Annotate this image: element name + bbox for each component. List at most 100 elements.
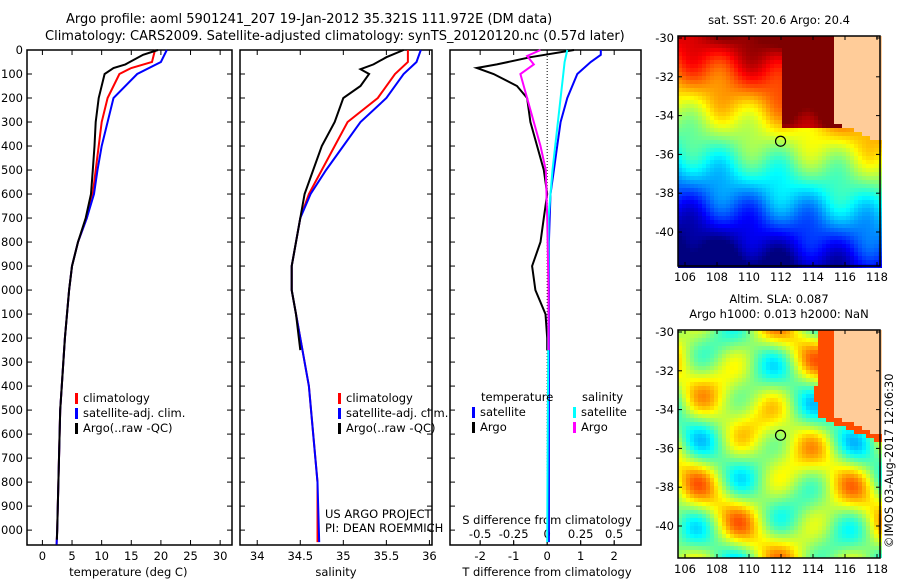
map-cell bbox=[802, 84, 806, 88]
map-cell bbox=[778, 248, 782, 252]
map-cell bbox=[770, 172, 774, 176]
map-cell bbox=[702, 240, 706, 244]
map-cell bbox=[854, 168, 858, 172]
map-cell bbox=[754, 80, 758, 84]
map-cell bbox=[678, 84, 682, 88]
map-cell bbox=[834, 446, 838, 450]
map-cell bbox=[766, 402, 770, 406]
map-cell bbox=[798, 56, 802, 60]
map-cell bbox=[726, 378, 730, 382]
map-cell bbox=[706, 390, 710, 394]
map-cell bbox=[774, 84, 778, 88]
map-cell bbox=[718, 350, 722, 354]
map-cell bbox=[686, 338, 690, 342]
map-cell bbox=[754, 48, 758, 52]
map-cell bbox=[782, 72, 786, 76]
map-cell bbox=[866, 92, 870, 96]
map-cell bbox=[862, 370, 866, 374]
map-cell bbox=[750, 132, 754, 136]
map-cell bbox=[686, 370, 690, 374]
map-cell bbox=[746, 40, 750, 44]
map-cell bbox=[774, 116, 778, 120]
map-cell bbox=[706, 248, 710, 252]
map-cell bbox=[762, 84, 766, 88]
map-cell bbox=[734, 168, 738, 172]
map-cell bbox=[754, 334, 758, 338]
map-cell bbox=[838, 152, 842, 156]
map-cell bbox=[686, 366, 690, 370]
map-cell bbox=[710, 208, 714, 212]
map-cell bbox=[782, 454, 786, 458]
map-cell bbox=[722, 386, 726, 390]
map-cell bbox=[734, 390, 738, 394]
map-cell bbox=[858, 220, 862, 224]
map-cell bbox=[770, 394, 774, 398]
map-cell bbox=[818, 370, 822, 374]
map-cell bbox=[822, 96, 826, 100]
map-cell bbox=[846, 116, 850, 120]
map-cell bbox=[814, 120, 818, 124]
map-cell bbox=[722, 244, 726, 248]
map-cell bbox=[806, 446, 810, 450]
map-cell bbox=[858, 350, 862, 354]
map-cell bbox=[742, 374, 746, 378]
map-cell bbox=[702, 220, 706, 224]
map-cell bbox=[870, 228, 874, 232]
map-cell bbox=[750, 36, 754, 40]
map-cell bbox=[794, 454, 798, 458]
map-cell bbox=[798, 128, 802, 132]
map-cell bbox=[714, 136, 718, 140]
map-cell bbox=[686, 418, 690, 422]
map-cell bbox=[770, 84, 774, 88]
map-cell bbox=[746, 100, 750, 104]
map-cell bbox=[750, 172, 754, 176]
map-cell bbox=[762, 228, 766, 232]
map-cell bbox=[822, 212, 826, 216]
map-cell bbox=[818, 406, 822, 410]
map-cell bbox=[762, 248, 766, 252]
map-cell bbox=[718, 64, 722, 68]
y-tick-label: -30 bbox=[655, 31, 674, 45]
map-cell bbox=[778, 350, 782, 354]
map-cell bbox=[802, 172, 806, 176]
map-cell bbox=[870, 148, 874, 152]
map-cell bbox=[798, 160, 802, 164]
map-cell bbox=[690, 176, 694, 180]
map-cell bbox=[786, 382, 790, 386]
map-cell bbox=[806, 442, 810, 446]
map-cell bbox=[750, 378, 754, 382]
map-cell bbox=[698, 402, 702, 406]
map-cell bbox=[866, 442, 870, 446]
map-cell bbox=[802, 458, 806, 462]
map-cell bbox=[722, 354, 726, 358]
map-cell bbox=[718, 164, 722, 168]
map-cell bbox=[682, 96, 686, 100]
map-cell bbox=[794, 180, 798, 184]
map-cell bbox=[798, 426, 802, 430]
map-cell bbox=[870, 188, 874, 192]
map-cell bbox=[774, 378, 778, 382]
map-cell bbox=[774, 338, 778, 342]
map-cell bbox=[682, 410, 686, 414]
map-cell bbox=[698, 446, 702, 450]
map-cell bbox=[714, 438, 718, 442]
map-cell bbox=[722, 252, 726, 256]
map-cell bbox=[694, 88, 698, 92]
map-cell bbox=[866, 244, 870, 248]
map-cell bbox=[862, 228, 866, 232]
map-cell bbox=[750, 414, 754, 418]
map-cell bbox=[750, 208, 754, 212]
map-cell bbox=[794, 374, 798, 378]
map-cell bbox=[870, 406, 874, 410]
map-cell bbox=[846, 220, 850, 224]
map-cell bbox=[754, 220, 758, 224]
map-cell bbox=[862, 148, 866, 152]
map-cell bbox=[754, 446, 758, 450]
map-cell bbox=[862, 402, 866, 406]
map-cell bbox=[714, 108, 718, 112]
map-cell bbox=[858, 362, 862, 366]
map-cell bbox=[858, 180, 862, 184]
map-cell bbox=[710, 40, 714, 44]
map-cell bbox=[742, 100, 746, 104]
map-cell bbox=[854, 120, 858, 124]
